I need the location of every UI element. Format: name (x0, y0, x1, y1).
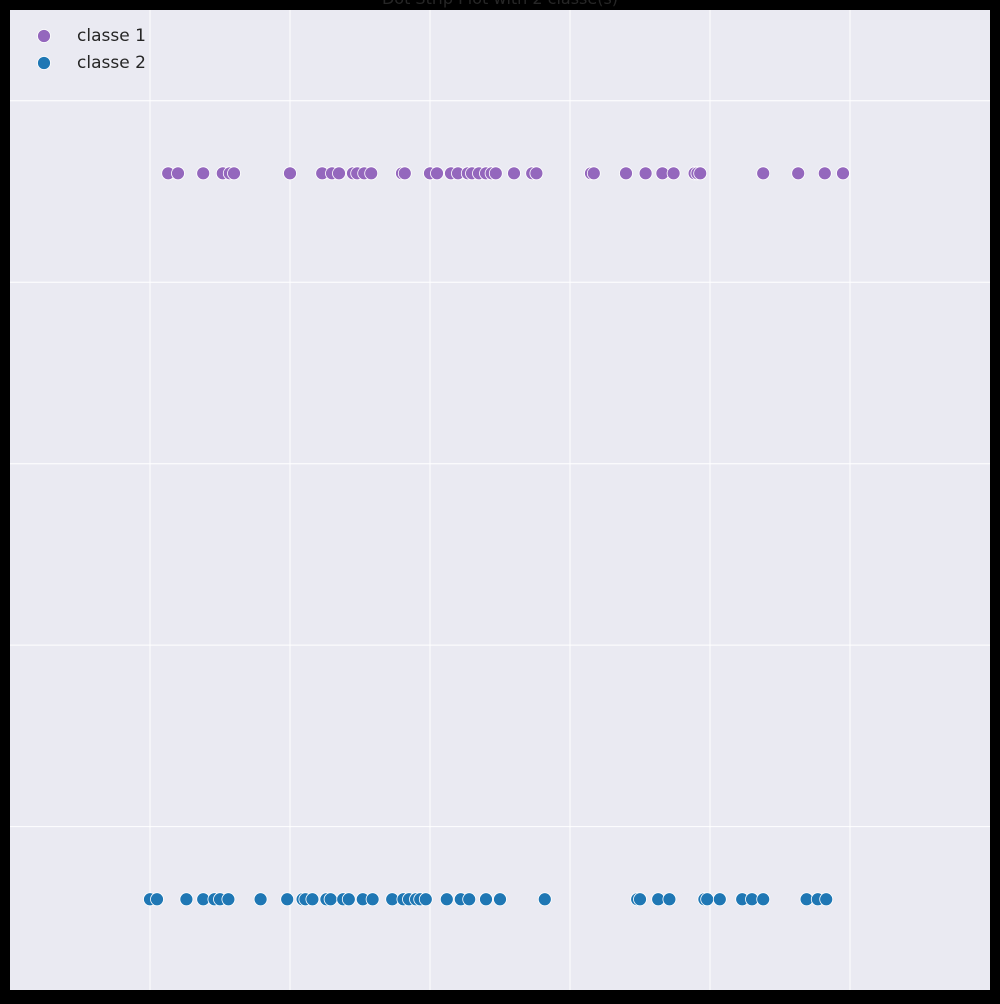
data-point (819, 892, 834, 907)
data-point (817, 166, 832, 181)
data-point (638, 166, 653, 181)
legend-marker (37, 56, 51, 70)
data-point (662, 892, 677, 907)
data-points (143, 166, 850, 907)
series-2 (143, 892, 834, 907)
data-point (479, 892, 493, 907)
series-1 (161, 166, 850, 181)
data-point (221, 892, 236, 907)
data-point (171, 166, 185, 181)
data-point (227, 166, 241, 181)
data-point (283, 166, 297, 181)
data-point (791, 166, 806, 181)
data-point (488, 166, 503, 181)
data-point (365, 892, 380, 907)
data-point (836, 166, 850, 181)
data-point (756, 166, 771, 181)
data-point (179, 892, 194, 907)
data-point (756, 892, 771, 907)
legend: classe 1 classe 2 (37, 26, 146, 73)
data-point (418, 892, 433, 907)
data-point (507, 166, 521, 181)
data-point (397, 166, 412, 181)
data-point (712, 892, 727, 907)
data-point (586, 166, 601, 181)
data-point (462, 892, 477, 907)
data-point (693, 166, 708, 181)
data-point (493, 892, 507, 907)
chart-title: Dot Strip Plot with 2 classe(s) (382, 0, 618, 8)
legend-label: classe 2 (77, 53, 146, 73)
data-point (150, 892, 164, 907)
data-point (666, 166, 681, 181)
data-point (700, 892, 715, 907)
legend-marker (37, 29, 51, 43)
data-point (305, 892, 320, 907)
data-point (280, 892, 295, 907)
plot-area (10, 10, 990, 990)
data-point (253, 892, 268, 907)
data-point (430, 166, 444, 181)
data-point (619, 166, 633, 181)
data-point (196, 166, 211, 181)
data-point (364, 166, 379, 181)
data-point (529, 166, 544, 181)
data-point (323, 892, 338, 907)
legend-label: classe 1 (77, 26, 146, 46)
data-point (341, 892, 356, 907)
data-point (332, 166, 346, 181)
data-point (439, 892, 454, 907)
data-point (537, 892, 552, 907)
data-point (633, 892, 647, 907)
